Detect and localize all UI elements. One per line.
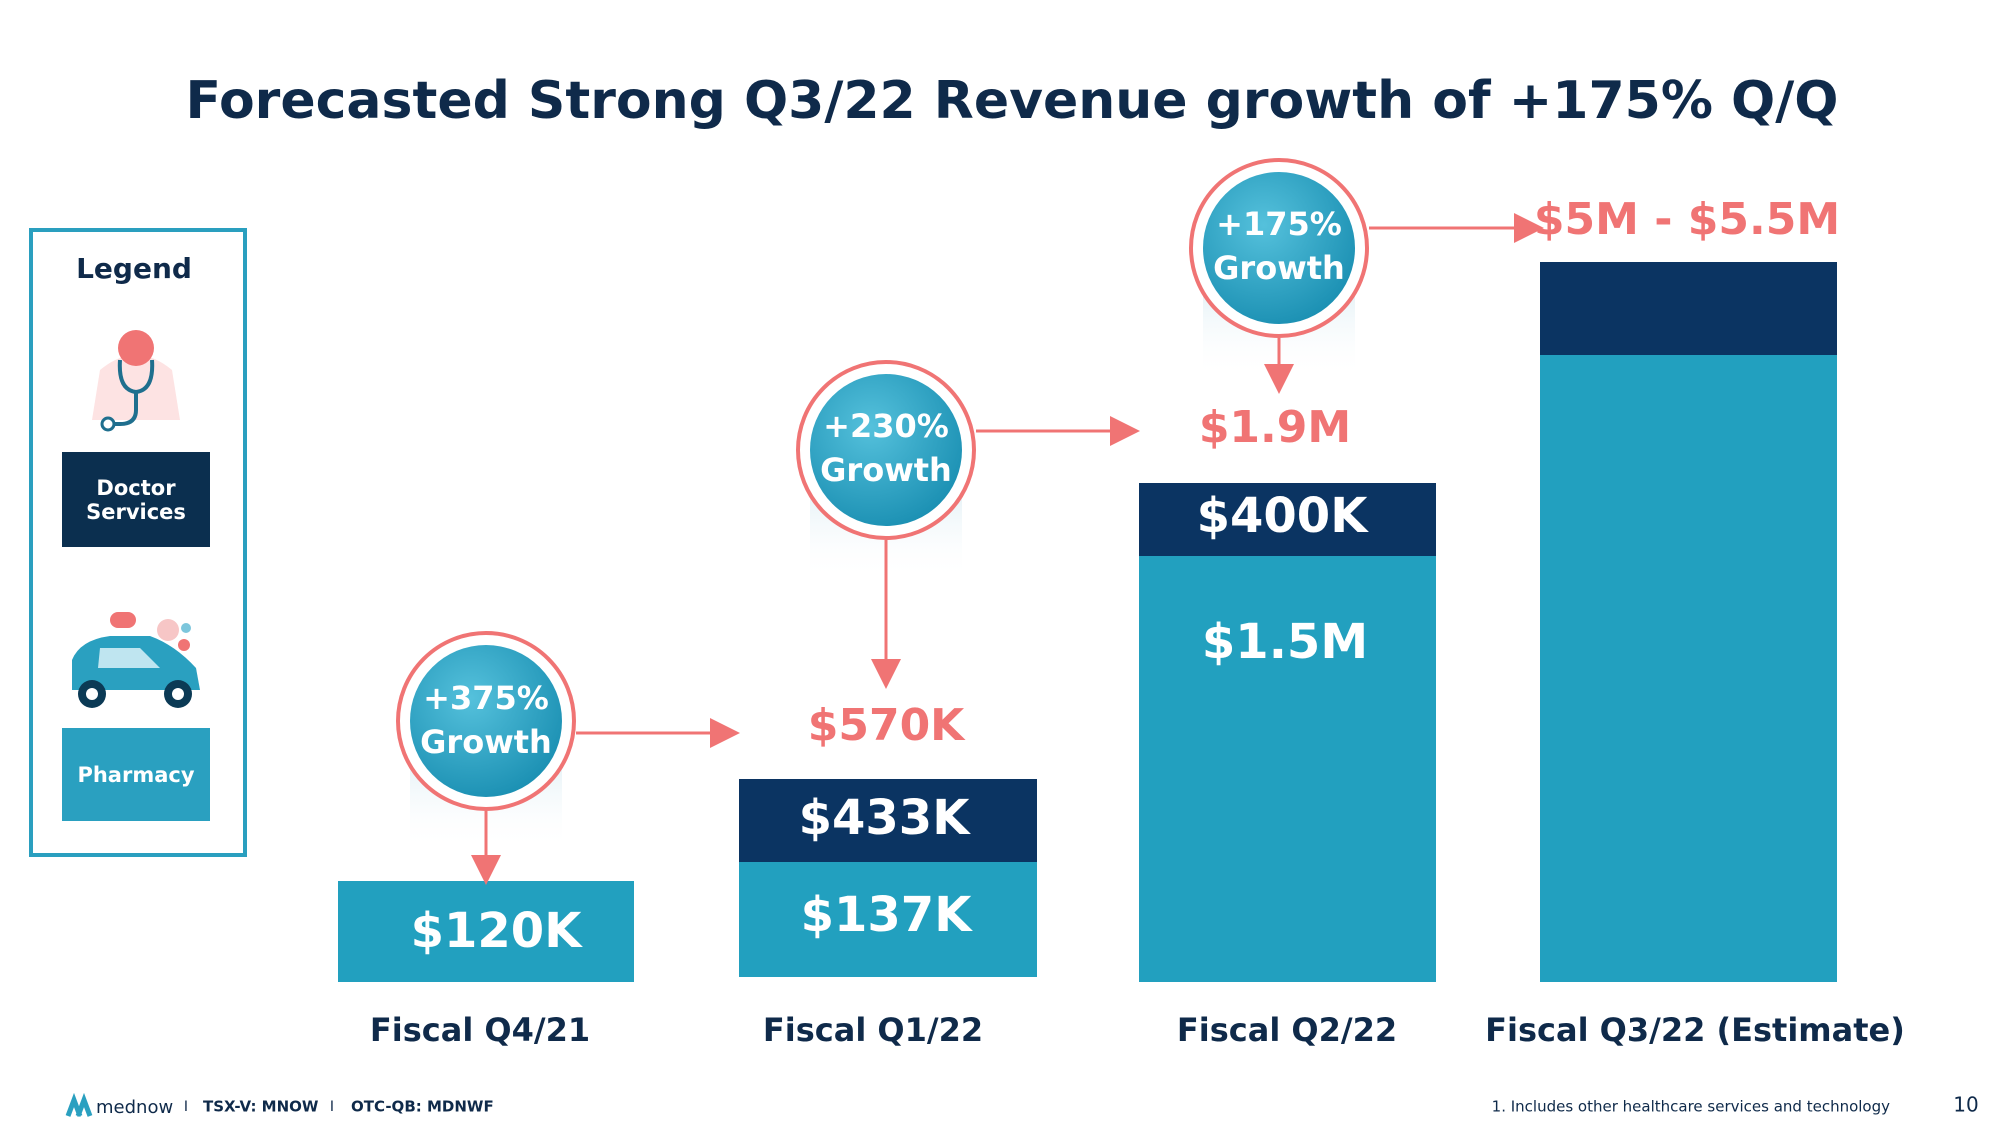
growth-word: Growth xyxy=(820,451,952,489)
separator: I xyxy=(330,1099,334,1115)
brand: mednow xyxy=(96,1097,173,1118)
pharmacy-icon xyxy=(72,612,200,708)
segment-label: $1.5M xyxy=(1202,614,1368,670)
growth-bubble: +175% Growth xyxy=(1189,158,1544,394)
segment-label: $433K xyxy=(799,790,972,846)
page-number: 10 xyxy=(1953,1093,1978,1117)
growth-bubble: +230% Growth xyxy=(796,360,1140,689)
category-label: Fiscal Q1/22 xyxy=(763,1011,983,1049)
category-label: Fiscal Q2/22 xyxy=(1177,1011,1397,1049)
ticker: OTC-QB: MDNWF xyxy=(351,1098,494,1116)
growth-pct: +175% xyxy=(1216,205,1342,243)
segment-label: $400K xyxy=(1197,488,1370,544)
segment-label: $120K xyxy=(411,903,584,959)
doctor-icon xyxy=(92,330,180,432)
total-label: $570K xyxy=(808,700,966,751)
bar-pharmacy xyxy=(338,881,634,982)
footnote: 1. Includes other healthcare services an… xyxy=(1492,1098,1890,1116)
total-label: $1.9M xyxy=(1199,402,1351,453)
growth-pct: +230% xyxy=(823,407,949,445)
bar-doctor xyxy=(1540,262,1837,355)
ticker: TSX-V: MNOW xyxy=(203,1098,319,1116)
category-label: Fiscal Q4/21 xyxy=(370,1011,590,1049)
logo-mark xyxy=(65,1092,93,1117)
total-label: $5M - $5.5M xyxy=(1534,194,1840,245)
bar-pharmacy xyxy=(1540,355,1837,982)
category-label: Fiscal Q3/22 (Estimate) xyxy=(1485,1011,1905,1049)
bar-pharmacy xyxy=(739,862,1037,977)
bar-doctor xyxy=(739,779,1037,862)
title: Forecasted Strong Q3/22 Revenue growth o… xyxy=(186,71,1839,131)
legend-title: Legend xyxy=(76,252,192,285)
legend-pharmacy xyxy=(62,728,210,821)
segment-label: $137K xyxy=(801,887,974,943)
legend-label: Pharmacy xyxy=(77,762,195,787)
growth-bubble: +375% Growth xyxy=(396,631,740,885)
legend-label: Doctor Services xyxy=(86,475,186,524)
legend-box xyxy=(29,228,247,857)
growth-word: Growth xyxy=(420,723,552,761)
bar-doctor xyxy=(1139,483,1436,556)
bar-pharmacy xyxy=(1139,556,1436,982)
growth-word: Growth xyxy=(1213,249,1345,287)
legend-doctor xyxy=(62,452,210,547)
growth-pct: +375% xyxy=(423,679,549,717)
separator: I xyxy=(184,1099,188,1115)
